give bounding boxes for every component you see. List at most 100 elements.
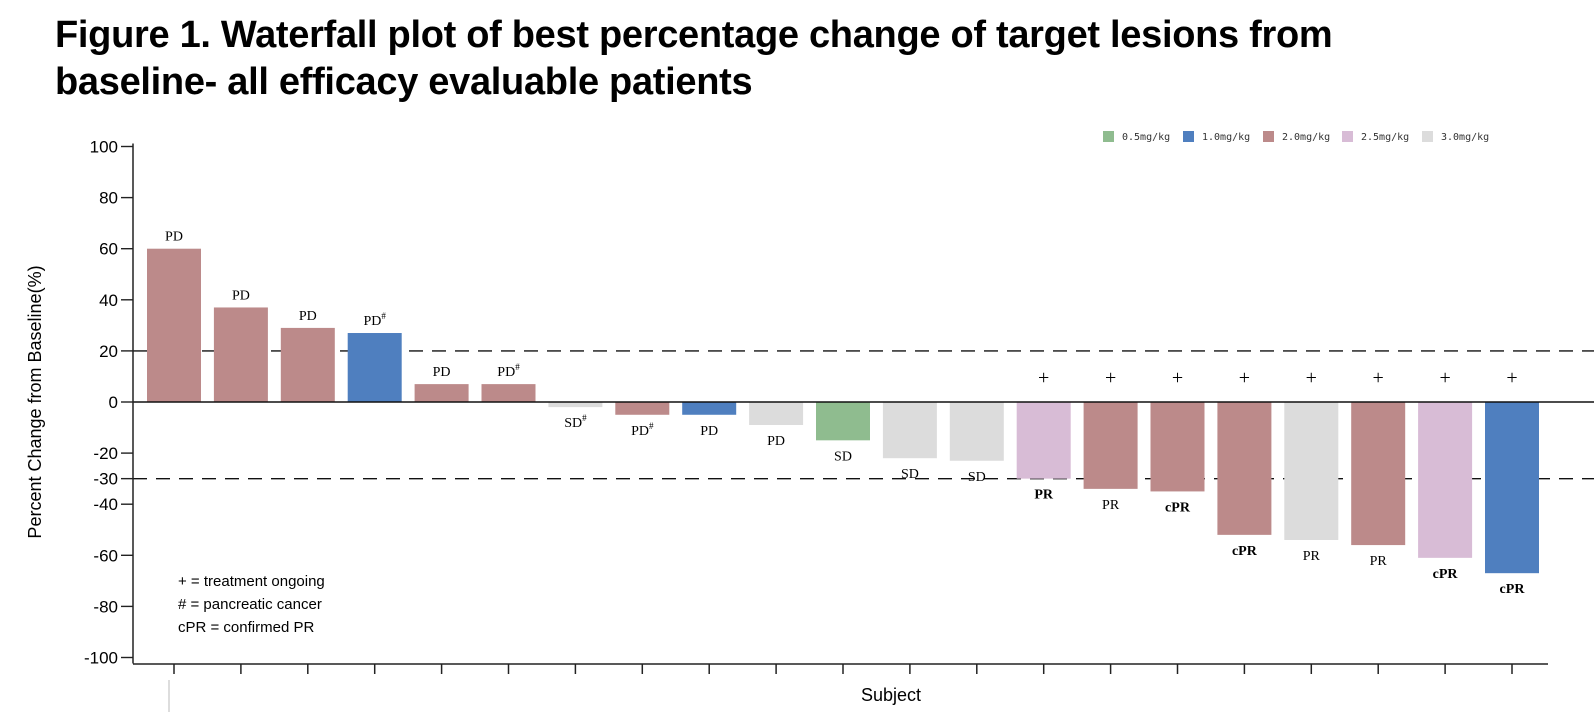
bar	[1284, 402, 1339, 540]
legend-label: 0.5mg/kg	[1122, 132, 1170, 143]
bar-label: PD	[299, 309, 317, 324]
y-tick-label: 40	[99, 291, 118, 310]
bar-label-text: PD	[363, 314, 381, 329]
bar-label: PD	[232, 288, 250, 303]
legend-swatch	[1103, 131, 1114, 142]
bar-label: PD	[165, 230, 183, 245]
bar-label: PR	[1102, 498, 1120, 513]
legend-swatch	[1183, 131, 1194, 142]
bar	[882, 402, 937, 459]
bar	[481, 384, 536, 402]
bar-label-text: SD	[564, 416, 582, 431]
legend-label: 2.5mg/kg	[1361, 132, 1409, 143]
bar	[548, 402, 603, 408]
bar-label: SD	[901, 467, 919, 482]
bar-label-text: PR	[1102, 498, 1120, 513]
bar	[1217, 402, 1272, 535]
bar	[347, 333, 402, 402]
figure-title-line-2: baseline- all efficacy evaluable patient…	[55, 61, 753, 103]
ongoing-marker: +	[1105, 367, 1116, 389]
y-tick-label: -80	[93, 597, 118, 616]
legend-label: 3.0mg/kg	[1441, 132, 1489, 143]
bar	[414, 384, 469, 402]
bar-label: PD#	[631, 421, 654, 439]
y-tick-label: 20	[99, 342, 118, 361]
bar-label-text: PR	[1034, 488, 1054, 503]
bar-label: PR	[1370, 554, 1388, 569]
bar-label-text: PD	[165, 230, 183, 245]
y-tick-label: 80	[99, 189, 118, 208]
bar	[1485, 402, 1539, 574]
bar-label-text: cPR	[1500, 582, 1526, 597]
y-tick-label: 100	[90, 138, 118, 157]
axes-group: 100 80 60 40 20 0 -20 -30 -40 -60 -80 -100	[84, 138, 1594, 712]
bar-label-text: cPR	[1232, 544, 1258, 559]
legend-swatch	[1342, 131, 1353, 142]
legend: 0.5mg/kg 1.0mg/kg 2.0mg/kg 2.5mg/kg 3.0mg/kg	[1103, 131, 1489, 143]
note-line: + = treatment ongoing	[178, 573, 325, 590]
y-tick-label: -100	[84, 649, 118, 668]
bar-label-text: cPR	[1165, 500, 1191, 515]
bar	[1083, 402, 1138, 489]
ongoing-marker: +	[1172, 367, 1183, 389]
bar-label-superscript: #	[649, 421, 654, 431]
bar-label-text: PD	[497, 365, 515, 380]
bar	[147, 248, 201, 402]
bar-label-text: PR	[1303, 549, 1321, 564]
bar-label-text: SD	[834, 449, 852, 464]
bar-label: cPR	[1433, 567, 1459, 582]
bar-label-text: cPR	[1433, 567, 1459, 582]
ongoing-marker: +	[1439, 367, 1450, 389]
y-tick-label: -20	[93, 444, 118, 463]
bar-label-text: SD	[901, 467, 919, 482]
legend-label: 2.0mg/kg	[1282, 132, 1330, 143]
bar-label: PD	[767, 434, 785, 449]
bar-label-text: PD	[232, 288, 250, 303]
bar-label: cPR	[1232, 544, 1258, 559]
bar-label: cPR	[1500, 582, 1526, 597]
bar	[1016, 402, 1071, 479]
note-line: # = pancreatic cancer	[178, 596, 322, 613]
ongoing-marker: +	[1506, 367, 1517, 389]
bar-label-superscript: #	[381, 311, 386, 321]
bar	[682, 402, 737, 415]
y-tick-label: -40	[93, 495, 118, 514]
bar-label-text: PD	[299, 309, 317, 324]
bar	[280, 327, 335, 402]
bar	[949, 402, 1004, 461]
bar	[615, 402, 670, 415]
ongoing-marker: +	[1038, 367, 1049, 389]
bar	[213, 307, 268, 402]
bar-label: PR	[1034, 488, 1054, 503]
y-tick-label: 0	[109, 393, 118, 412]
bar	[749, 402, 804, 425]
figure-title-line-1: Figure 1. Waterfall plot of best percent…	[55, 14, 1333, 56]
bar-label-superscript: #	[582, 413, 587, 423]
legend-label: 1.0mg/kg	[1202, 132, 1250, 143]
x-axis-title: Subject	[861, 685, 921, 705]
bar-label: PD	[700, 424, 718, 439]
bar-label: PD	[433, 365, 451, 380]
bar-label: PD#	[497, 362, 520, 380]
bar	[816, 402, 870, 441]
y-axis-title: Percent Change from Baseline(%)	[25, 265, 45, 538]
legend-swatch	[1422, 131, 1433, 142]
bar-label-text: PR	[1370, 554, 1388, 569]
bar	[1418, 402, 1473, 558]
bar-label: cPR	[1165, 500, 1191, 515]
ongoing-marker: +	[1306, 367, 1317, 389]
bar-label: PR	[1303, 549, 1321, 564]
ongoing-marker: +	[1373, 367, 1384, 389]
bar-label-text: PD	[767, 434, 785, 449]
bar-label-text: PD	[700, 424, 718, 439]
bar	[1351, 402, 1406, 546]
bar-label: SD	[968, 470, 986, 485]
legend-swatch	[1263, 131, 1274, 142]
bar-label-text: SD	[968, 470, 986, 485]
bar	[1150, 402, 1205, 492]
figure-title: Figure 1. Waterfall plot of best percent…	[55, 12, 1333, 106]
ongoing-marker: +	[1239, 367, 1250, 389]
bar-label: PD#	[363, 311, 386, 329]
y-tick-label: 60	[99, 240, 118, 259]
